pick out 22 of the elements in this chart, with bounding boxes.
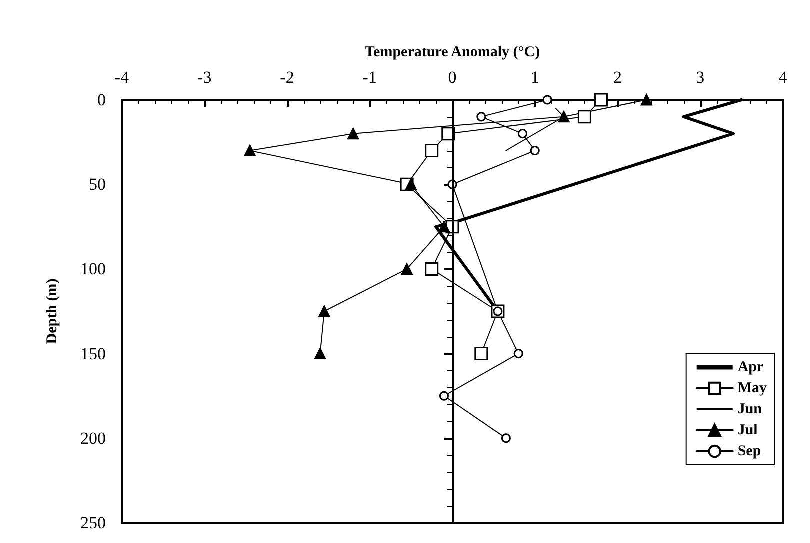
y-tick-label: 250 — [80, 514, 106, 532]
legend-label: Sep — [738, 444, 762, 460]
x-tick-label: 4 — [778, 68, 788, 87]
x-tick-label: 3 — [696, 68, 705, 87]
x-tick-label: 1 — [530, 68, 540, 87]
legend-label: Jun — [738, 402, 763, 418]
x-tick-label: -2 — [280, 68, 294, 87]
y-tick-label: 200 — [80, 428, 106, 448]
y-tick-label: 0 — [98, 90, 106, 110]
y-tick-label: 150 — [80, 344, 106, 364]
legend-label: Apr — [738, 360, 764, 376]
x-tick-label: 2 — [614, 68, 622, 87]
x-tick-label: -4 — [114, 68, 130, 87]
y-axis-title: Depth (m) — [44, 278, 60, 344]
x-tick-label: -1 — [362, 68, 377, 87]
y-tick-label: 100 — [80, 260, 106, 279]
x-tick-label: -3 — [198, 68, 212, 87]
legend-label: Jul — [738, 422, 758, 438]
legend-label: May — [738, 380, 768, 396]
y-tick-label: 50 — [89, 175, 106, 194]
x-tick-label: 0 — [448, 68, 457, 87]
x-axis-title: Temperature Anomaly (°C) — [364, 44, 540, 60]
